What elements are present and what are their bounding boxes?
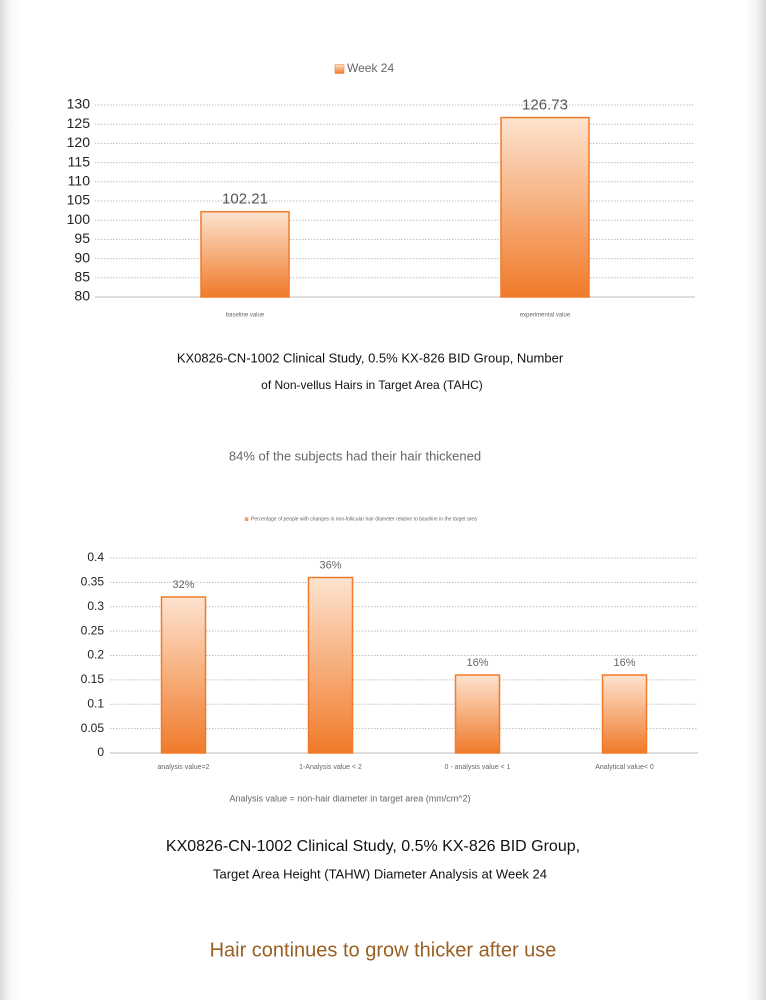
- x-tick-label: baseline value: [226, 313, 265, 319]
- bar: [601, 674, 648, 754]
- x-tick-label: 1-Analysis value < 2: [299, 764, 362, 771]
- y-tick-label: 0.1: [87, 696, 104, 710]
- y-tick-label: 0.15: [81, 672, 105, 686]
- y-tick-label: 100: [67, 211, 91, 227]
- y-tick-label: 0.05: [81, 721, 105, 735]
- legend-label: Week 24: [347, 61, 394, 75]
- bar: [200, 210, 290, 298]
- y-tick-label: 85: [74, 269, 90, 285]
- caption-line: of Non-vellus Hairs in Target Area (TAHC…: [261, 378, 483, 392]
- bar: [500, 116, 590, 298]
- caption-line: KX0826-CN-1002 Clinical Study, 0.5% KX-8…: [166, 838, 580, 855]
- x-tick-label: 0 - analysis value < 1: [445, 764, 511, 771]
- y-tick-label: 0.35: [81, 575, 105, 589]
- summary-text: 84% of the subjects had their hair thick…: [229, 448, 481, 463]
- y-tick-label: 120: [67, 134, 91, 150]
- value-label: 36%: [319, 559, 341, 571]
- value-label: 32%: [172, 579, 194, 591]
- x-axis-label: Analysis value = non-hair diameter in ta…: [229, 793, 470, 803]
- y-tick-label: 130: [67, 96, 91, 112]
- caption-line: KX0826-CN-1002 Clinical Study, 0.5% KX-8…: [177, 350, 564, 365]
- legend-label: Percentage of people with changes in non…: [251, 516, 477, 522]
- y-tick-label: 125: [67, 115, 91, 131]
- y-tick-label: 0.2: [87, 648, 104, 662]
- y-tick-label: 115: [68, 153, 91, 169]
- y-tick-label: 0.3: [87, 599, 104, 613]
- y-tick-label: 105: [67, 192, 91, 208]
- y-tick-label: 80: [74, 288, 90, 304]
- y-tick-label: 90: [74, 249, 90, 265]
- x-tick-label: experimental value: [520, 313, 571, 319]
- footer-text: Hair continues to grow thicker after use: [210, 939, 557, 961]
- y-tick-label: 0: [97, 745, 104, 759]
- bar: [307, 576, 354, 754]
- x-tick-label: analysis value=2: [158, 764, 210, 771]
- legend-swatch: [334, 64, 345, 74]
- y-tick-label: 95: [74, 230, 90, 246]
- y-tick-label: 110: [68, 173, 91, 189]
- caption-line: Target Area Height (TAHW) Diameter Analy…: [213, 866, 547, 881]
- value-label: 102.21: [222, 191, 268, 208]
- bar: [160, 596, 207, 754]
- y-tick-label: 0.25: [81, 623, 105, 637]
- bar: [454, 674, 501, 754]
- x-tick-label: Analytical value< 0: [595, 764, 654, 771]
- value-label: 126.73: [522, 97, 568, 114]
- legend-swatch: [244, 517, 249, 521]
- value-label: 16%: [613, 657, 635, 669]
- y-tick-label: 0.4: [87, 550, 104, 564]
- value-label: 16%: [466, 657, 488, 669]
